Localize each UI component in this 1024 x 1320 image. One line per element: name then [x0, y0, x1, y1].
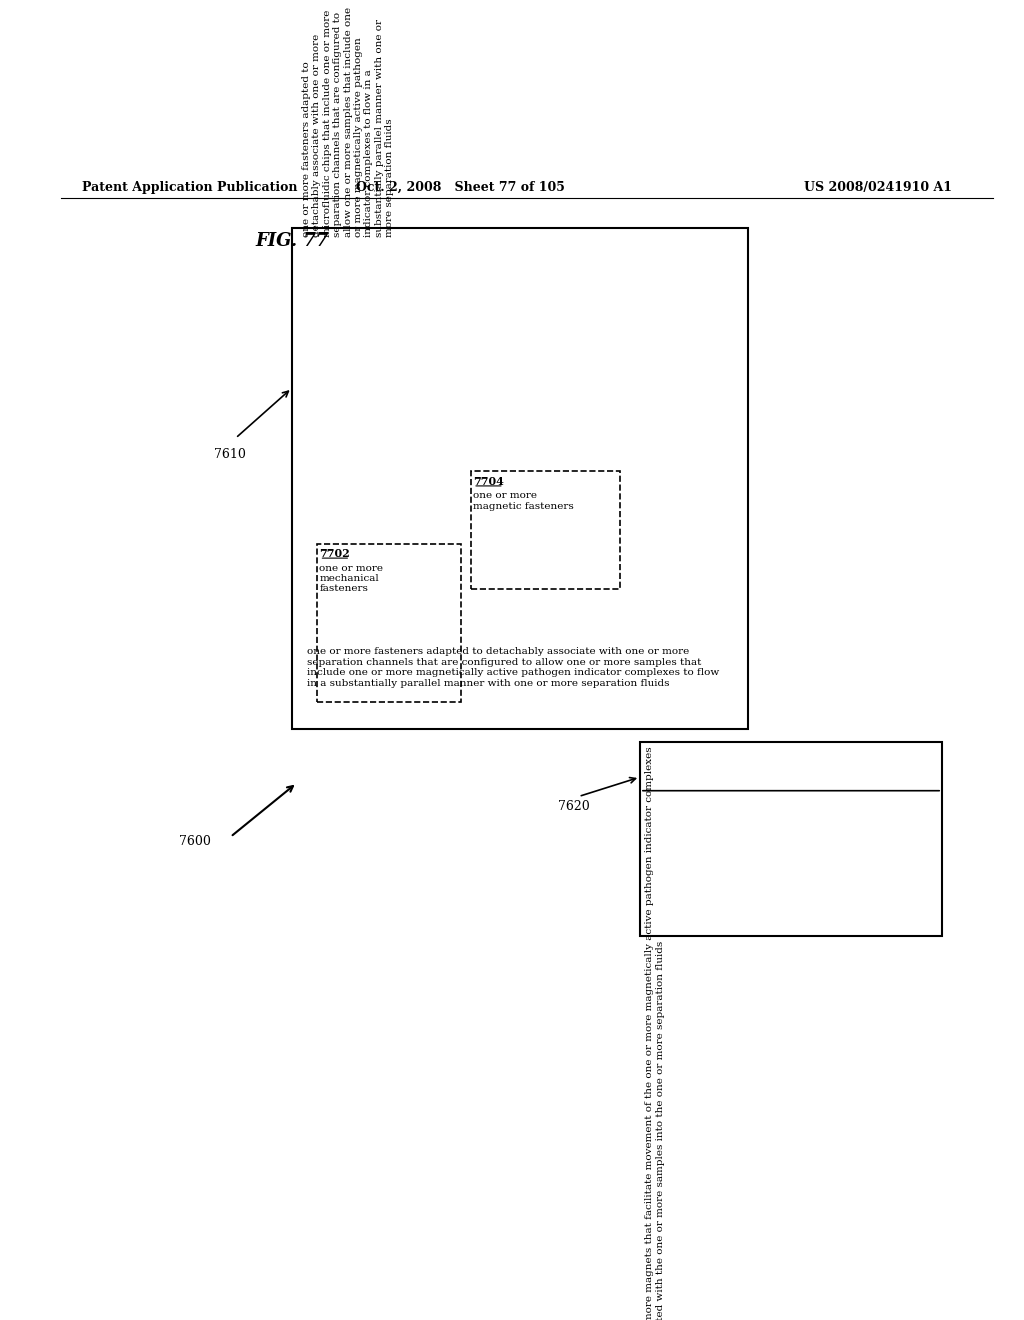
FancyBboxPatch shape — [471, 471, 620, 589]
Text: 7600: 7600 — [178, 836, 211, 847]
Text: 7704: 7704 — [473, 477, 504, 487]
Text: one or more
mechanical
fasteners: one or more mechanical fasteners — [319, 564, 383, 593]
Text: US 2008/0241910 A1: US 2008/0241910 A1 — [804, 181, 952, 194]
Text: one or more fasteners adapted to detachably associate with one or more microflui: one or more fasteners adapted to detacha… — [302, 7, 394, 236]
Text: 7702: 7702 — [319, 548, 350, 560]
Text: 7620: 7620 — [557, 800, 590, 813]
Text: Patent Application Publication: Patent Application Publication — [82, 181, 297, 194]
Text: FIG. 77: FIG. 77 — [255, 232, 329, 251]
FancyBboxPatch shape — [317, 544, 461, 702]
FancyBboxPatch shape — [640, 742, 942, 936]
FancyBboxPatch shape — [292, 228, 748, 729]
Text: Oct. 2, 2008   Sheet 77 of 105: Oct. 2, 2008 Sheet 77 of 105 — [356, 181, 565, 194]
Text: one or more fasteners adapted to detachably associate with one or more
separatio: one or more fasteners adapted to detacha… — [307, 647, 720, 688]
Text: 7610: 7610 — [214, 449, 247, 461]
Text: one or more magnets that facilitate movement of the one or more magnetically act: one or more magnets that facilitate move… — [645, 747, 665, 1320]
Text: one or more
magnetic fasteners: one or more magnetic fasteners — [473, 491, 573, 511]
